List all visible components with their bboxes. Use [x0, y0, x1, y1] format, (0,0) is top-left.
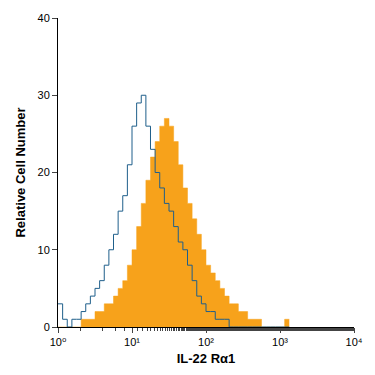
svg-text:10³: 10³	[272, 336, 288, 348]
svg-text:10⁰: 10⁰	[50, 336, 67, 348]
svg-text:0: 0	[44, 321, 50, 333]
svg-text:Relative Cell Number: Relative Cell Number	[13, 107, 28, 237]
svg-text:10¹: 10¹	[124, 336, 140, 348]
svg-text:10⁴: 10⁴	[346, 336, 363, 348]
svg-text:20: 20	[38, 166, 50, 178]
svg-text:10²: 10²	[198, 336, 214, 348]
svg-text:30: 30	[38, 89, 50, 101]
svg-text:10: 10	[38, 244, 50, 256]
svg-text:40: 40	[38, 12, 50, 24]
svg-text:IL-22 Rα1: IL-22 Rα1	[177, 351, 236, 366]
